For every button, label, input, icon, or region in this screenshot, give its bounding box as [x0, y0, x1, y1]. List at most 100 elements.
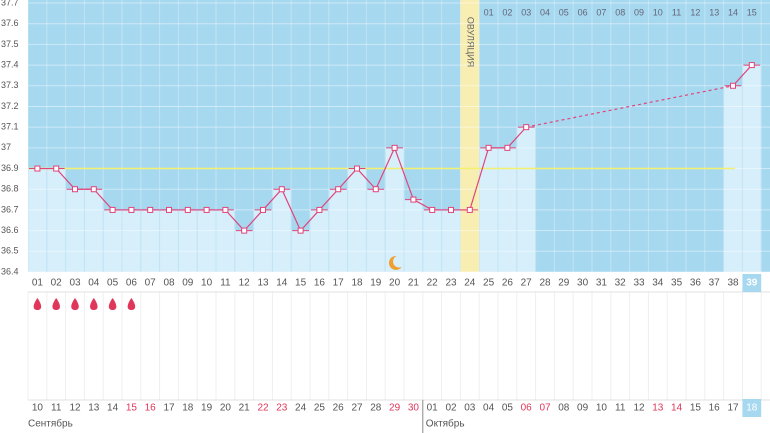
y-tick-label: 36.7 — [1, 204, 19, 214]
luteal-day-label: 09 — [634, 7, 644, 17]
date-label: 19 — [201, 403, 213, 414]
x-tick-label: 16 — [314, 278, 326, 289]
day-bar — [47, 168, 66, 272]
day-bar — [84, 189, 103, 272]
luteal-day-label: 14 — [728, 7, 738, 17]
point — [260, 206, 266, 213]
x-tick-label: 11 — [220, 278, 231, 289]
point — [316, 206, 323, 213]
point — [335, 186, 342, 193]
luteal-day-label: 15 — [747, 7, 757, 17]
day-bar — [404, 199, 423, 272]
date-label: 06 — [521, 403, 533, 414]
x-tick-label: 19 — [370, 278, 382, 289]
date-label: 28 — [370, 403, 382, 414]
date-label: 13 — [652, 403, 664, 414]
temperature-line — [732, 64, 753, 87]
y-tick-label: 37.2 — [1, 101, 19, 111]
month-label: Сентябрь — [28, 418, 73, 430]
point — [730, 82, 736, 89]
day-bar — [366, 189, 385, 272]
x-tick-label: 12 — [239, 278, 251, 289]
point — [241, 227, 248, 234]
y-tick-label: 37.1 — [1, 122, 19, 132]
x-tick-label: 30 — [577, 278, 589, 289]
day-bar — [103, 209, 122, 272]
x-tick-label: 37 — [709, 278, 721, 289]
luteal-day-label: 02 — [502, 7, 512, 17]
x-tick-label: 39 — [746, 278, 758, 289]
date-label: 20 — [220, 403, 232, 414]
date-label: 17 — [727, 403, 739, 414]
y-tick-label: 36.5 — [1, 246, 19, 256]
day-bar — [291, 230, 310, 272]
point — [147, 206, 154, 213]
date-label: 30 — [408, 403, 420, 414]
ovulation-band — [460, 0, 480, 272]
x-tick-label: 32 — [615, 278, 627, 289]
x-tick-label: 34 — [652, 278, 664, 289]
point — [128, 206, 135, 213]
x-tick-label: 29 — [558, 278, 570, 289]
x-tick-label: 03 — [69, 278, 81, 289]
period-drop — [71, 298, 79, 310]
x-tick-label: 33 — [633, 278, 645, 289]
day-bar — [235, 230, 254, 272]
day-bar — [216, 209, 235, 272]
point — [90, 186, 97, 193]
luteal-day-label: 11 — [672, 7, 681, 17]
x-tick-label: 21 — [408, 278, 420, 289]
day-bar — [423, 209, 442, 272]
date-label: 10 — [596, 403, 608, 414]
point — [166, 206, 172, 213]
x-tick-label: 23 — [445, 278, 457, 289]
y-tick-label: 36.4 — [1, 266, 19, 276]
current-day-highlight — [742, 274, 762, 292]
x-tick-label: 10 — [201, 278, 213, 289]
x-tick-label: 14 — [276, 278, 288, 289]
luteal-day-label: 08 — [615, 7, 625, 17]
point — [372, 186, 379, 193]
x-tick-label: 26 — [502, 278, 514, 289]
point — [748, 62, 755, 69]
period-drop — [108, 298, 117, 310]
date-label: 14 — [107, 403, 119, 414]
date-label: 16 — [145, 403, 157, 414]
luteal-day-label: 12 — [690, 7, 700, 17]
period-drop — [33, 298, 42, 310]
date-label: 08 — [558, 403, 570, 414]
x-tick-label: 18 — [351, 278, 363, 289]
date-label: 12 — [69, 403, 81, 414]
y-tick-label: 36.8 — [1, 184, 19, 194]
x-tick-label: 06 — [126, 278, 138, 289]
y-tick-label: 37.7 — [1, 0, 19, 7]
x-tick-label: 05 — [107, 278, 119, 289]
date-label: 18 — [182, 403, 194, 414]
day-bar — [272, 189, 291, 272]
date-label: 11 — [51, 403, 62, 414]
y-tick-label: 36.6 — [1, 225, 19, 235]
point — [278, 186, 285, 193]
luteal-day-label: 13 — [709, 7, 719, 17]
luteal-day-label: 05 — [559, 7, 569, 17]
x-tick-label: 01 — [32, 278, 44, 289]
x-tick-label: 04 — [88, 278, 100, 289]
x-tick-label: 17 — [333, 278, 345, 289]
x-tick-label: 20 — [389, 278, 401, 289]
moon-icon — [388, 255, 402, 270]
ovulation-label: ОВУЛЯЦИЯ — [465, 17, 475, 67]
date-label: 02 — [445, 403, 457, 414]
x-tick-label: 15 — [295, 278, 307, 289]
x-tick-label: 13 — [257, 278, 269, 289]
y-tick-label: 37 — [1, 142, 11, 152]
point — [203, 206, 210, 213]
date-label: 26 — [333, 403, 345, 414]
month-label: Октябрь — [426, 418, 465, 430]
y-tick-label: 37.4 — [1, 59, 19, 69]
x-tick-label: 07 — [145, 278, 157, 289]
day-bar — [178, 209, 197, 272]
day-bar — [385, 147, 404, 272]
date-label: 29 — [389, 403, 401, 414]
date-label: 15 — [126, 403, 138, 414]
date-label: 18 — [746, 403, 758, 414]
